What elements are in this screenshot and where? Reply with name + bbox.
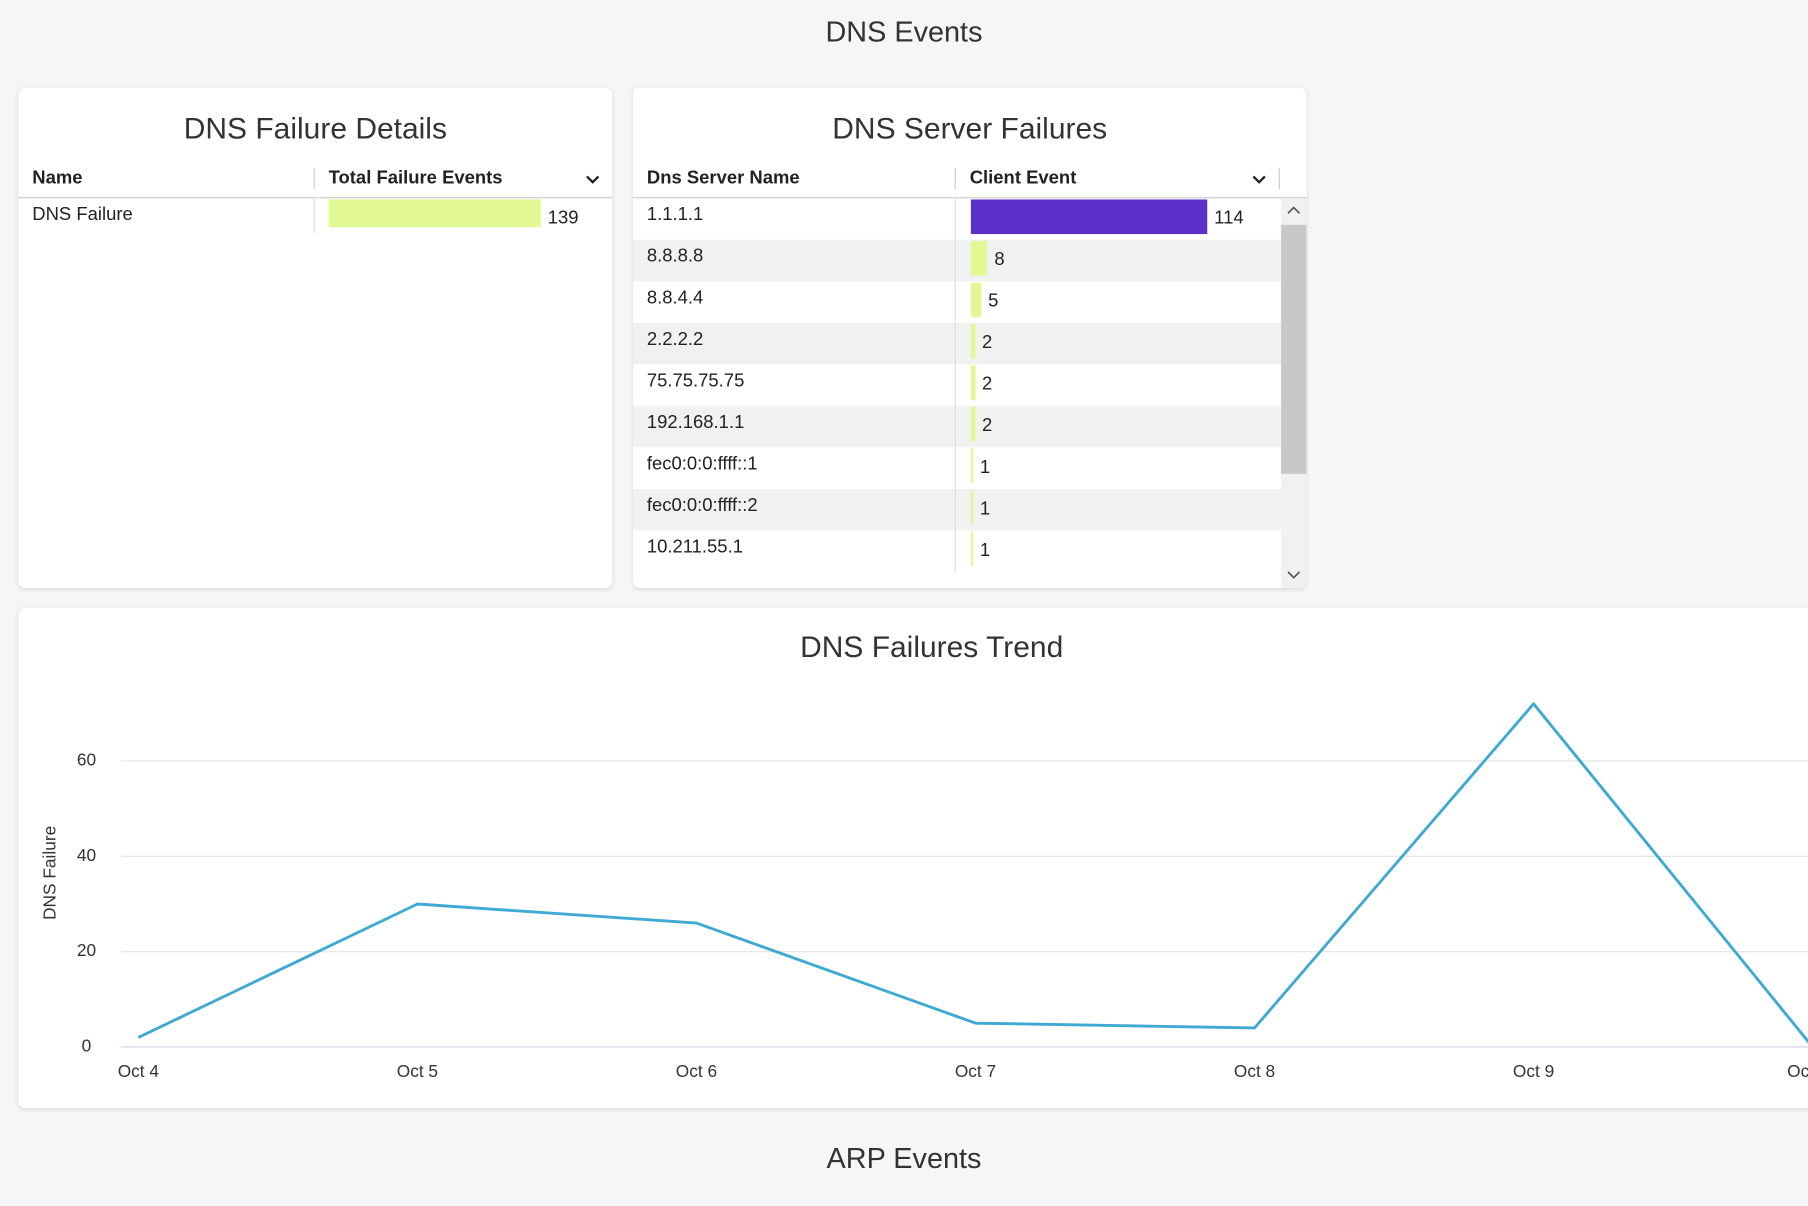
cell-name: 1.1.1.1 (646, 205, 704, 225)
row-divider (954, 488, 956, 531)
scroll-up[interactable] (1285, 202, 1303, 218)
column-divider (313, 168, 315, 190)
row-background (633, 405, 1282, 448)
section-title: ARP Events (826, 1142, 982, 1175)
row-divider (954, 281, 956, 323)
row-divider (954, 198, 956, 240)
cell-name: 10.211.55.1 (646, 537, 743, 557)
sort-icon[interactable] (1250, 171, 1268, 189)
server-failures-panel: DNS Server Failures Dns Server Name Clie… (633, 87, 1307, 589)
bar (970, 240, 988, 276)
y-tick-label: 0 (82, 1036, 92, 1056)
scroll-down[interactable] (1285, 567, 1303, 583)
bar (970, 531, 973, 567)
row-background (633, 239, 1282, 282)
cell-name: 8.8.8.8 (646, 246, 704, 267)
cell-name: 192.168.1.1 (646, 412, 745, 433)
header-border (18, 197, 613, 199)
trend-line (137, 702, 1808, 1044)
x-tick-label: Oct 4 (118, 1061, 160, 1081)
chart-title: DNS Failures Trend (800, 631, 1063, 664)
cell-name: DNS Failure (32, 205, 133, 225)
bar (970, 490, 973, 525)
bar (970, 324, 976, 359)
cell-value: 5 (988, 291, 999, 312)
column-header[interactable]: Total Failure Events (328, 168, 503, 188)
x-tick-label: Oct 9 (1513, 1061, 1554, 1081)
bar (970, 282, 982, 318)
bar (328, 199, 541, 228)
scrollbar-thumb[interactable] (1281, 224, 1307, 474)
row-background (633, 488, 1282, 531)
trend-panel: DNS Failures Trend DNS Failure 0 20 40 60 Oc… (18, 607, 1808, 1109)
column-header[interactable]: Dns Server Name (646, 168, 800, 188)
x-tick-label: Oct 8 (1234, 1061, 1275, 1081)
section-title: DNS Events (825, 16, 983, 49)
cell-name: fec0:0:0:ffff::1 (646, 454, 758, 474)
bar (970, 199, 1208, 235)
x-tick-label: Oct 6 (676, 1061, 717, 1081)
cell-value: 2 (981, 374, 993, 395)
cell-name: 8.8.4.4 (646, 288, 704, 308)
panel-title: DNS Server Failures (832, 110, 1108, 146)
row-background (633, 322, 1282, 365)
cell-value: 2 (981, 333, 993, 353)
x-tick-label: Oct 10 (1787, 1061, 1808, 1081)
cell-name: fec0:0:0:ffff::2 (646, 495, 758, 516)
panel-title: DNS Failure Details (183, 110, 447, 146)
column-header[interactable]: Name (32, 168, 83, 188)
y-tick-label: 40 (77, 845, 96, 865)
x-tick-label: Oct 5 (397, 1061, 438, 1081)
column-header[interactable]: Client Event (969, 168, 1077, 188)
y-axis-label: DNS Failure (39, 826, 59, 920)
row-divider (313, 198, 315, 233)
column-divider (1278, 168, 1280, 190)
bar (970, 365, 976, 401)
cell-value: 139 (547, 208, 579, 229)
y-tick-label: 60 (77, 750, 96, 770)
chart: DNS Failures Trend DNS Failure 0 20 40 60 Oc… (39, 631, 1808, 1081)
row-divider (954, 530, 956, 572)
cell-value: 1 (979, 499, 991, 519)
cell-value: 1 (979, 457, 991, 478)
header-border (633, 197, 1307, 199)
bar (970, 407, 976, 442)
failure-details-panel: DNS Failure Details Name Total Failure E… (18, 87, 613, 589)
row-divider (954, 447, 956, 489)
cell-name: 2.2.2.2 (646, 329, 704, 350)
x-tick-label: Oct 7 (955, 1061, 996, 1081)
row-divider (954, 405, 956, 448)
y-tick-label: 20 (77, 940, 96, 960)
cell-value: 2 (981, 416, 993, 436)
column-divider (954, 168, 956, 190)
row-divider (954, 322, 956, 365)
cell-value: 114 (1214, 208, 1244, 229)
cell-value: 1 (979, 540, 991, 561)
cell-name: 75.75.75.75 (646, 371, 745, 391)
row-divider (954, 364, 956, 406)
sort-icon[interactable] (583, 171, 601, 189)
row-divider (954, 239, 956, 282)
cell-value: 8 (994, 250, 1005, 270)
bar (970, 448, 973, 484)
